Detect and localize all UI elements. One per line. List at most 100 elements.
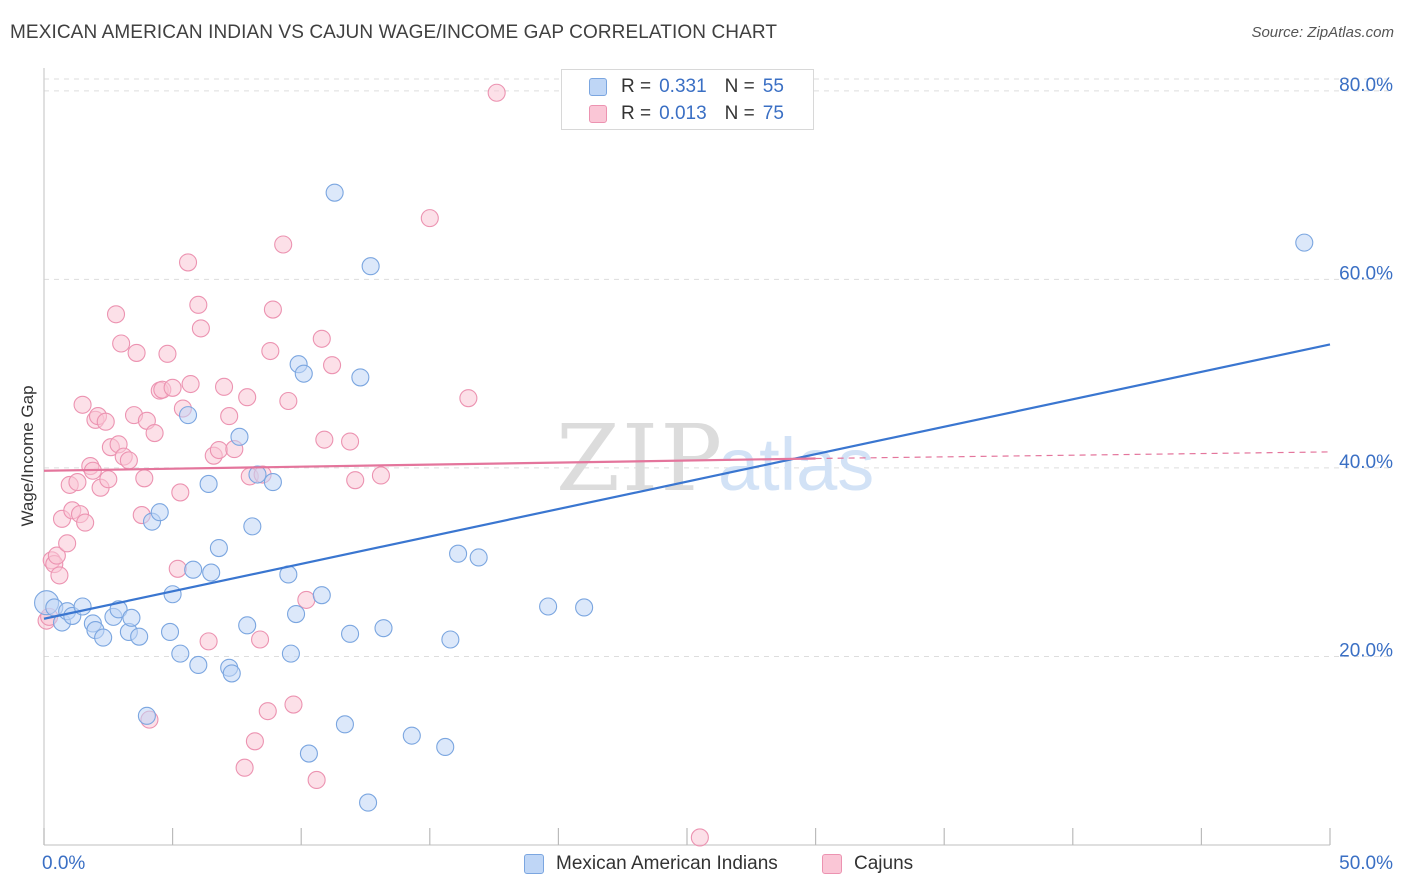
cajun-point [47,546,66,565]
cajun-point [209,440,228,460]
mexican-american-indian-point [575,598,594,617]
cajun-point [119,451,138,470]
n-value: 75 [762,103,784,124]
mexican-american-indian-point [122,608,141,627]
x-tick-label: 0.0% [42,853,85,874]
mexican-american-indian-point [230,427,249,446]
mexican-american-indian-point [312,586,331,605]
cajun-point [346,471,365,490]
mexican-american-indian-point [374,619,393,638]
cajun-point [181,374,200,394]
legend-label: Mexican American Indians [556,853,778,874]
pink-trend-line [43,457,816,472]
cajun-points [37,83,709,847]
mexican-american-indian-point [189,655,208,674]
cajun-point [99,470,118,489]
cajun-point [279,391,298,411]
mexican-american-indian-point [449,544,468,563]
mexican-american-indian-point [351,368,370,387]
cajun-point [341,432,360,451]
cajun-point [690,828,709,847]
mexican-american-indian-point [163,585,182,604]
mexican-american-indian-point [281,644,300,663]
chart-title: MEXICAN AMERICAN INDIAN VS CAJUN WAGE/IN… [10,22,778,43]
watermark-zip: ZIP [556,405,724,512]
mexican-american-indian-point [94,628,113,647]
mexican-american-indian-point [171,644,190,663]
cajun-point [191,319,210,338]
r-label: R = [621,103,652,124]
correlation-legend: R = 0.331 N = 55 R = 0.013 N = 75 [561,69,814,130]
mexican-american-indian-point [137,706,156,725]
cajun-point [371,466,390,485]
mexican-american-indian-point [199,474,218,494]
blue-swatch [589,78,607,96]
grid-lines [44,78,1392,657]
cajun-point [459,389,478,408]
cajun-point [420,209,439,228]
y-tick-label: 40.0% [1339,452,1393,473]
mexican-american-indian-point [243,517,262,536]
axes [43,68,1331,846]
cajun-point [323,356,342,375]
blue-swatch [524,854,544,874]
y-tick-label: 20.0% [1339,640,1393,661]
watermark: ZIP atlas [556,405,874,512]
cajun-point [171,483,190,502]
legend-item-mexican-american-indians[interactable]: Mexican American Indians [524,853,778,875]
mexican-american-indian-point [287,604,306,624]
tick-labels: 20.0% 40.0% 60.0% 80.0% 0.0% 50.0% [42,75,1393,874]
n-label: N = [724,103,755,124]
cajun-point [263,300,282,319]
cajun-point [112,334,131,353]
n-label: N = [724,76,755,97]
mexican-american-indian-point [178,406,198,425]
watermark-atlas: atlas [718,423,874,506]
cajun-point [261,341,280,361]
cajun-point [238,388,257,407]
y-tick-label: 60.0% [1339,263,1393,284]
mexican-american-indian-point [469,548,488,567]
cajun-point [50,566,69,585]
cajun-point [487,83,506,102]
mexican-american-indian-point [341,624,360,643]
n-value: 55 [762,76,784,97]
mexican-american-indian-point [238,616,257,635]
cajun-point [189,295,208,314]
cajun-point [158,344,177,363]
mexican-american-indian-point [441,630,460,649]
mexican-american-indian-point [222,664,241,683]
cajun-point [297,590,316,609]
mexican-american-indian-point [402,726,421,745]
cajun-point [235,758,254,777]
mexican-american-indian-point [361,257,380,276]
mexican-american-indian-point [299,744,318,763]
mexican-american-indian-point [325,183,344,202]
mexican-american-indian-point [184,560,203,579]
mexican-american-indian-point [150,503,169,522]
cajun-point [250,630,270,649]
cajun-point [163,378,182,397]
cajun-point [199,632,218,651]
cajun-point [168,559,187,578]
cajun-point [68,473,87,492]
legend-row-pink: R = 0.013 N = 75 [589,102,784,126]
y-tick-label: 80.0% [1339,75,1393,96]
mexican-american-indian-point [202,563,221,582]
mexican-american-indian-point [160,622,180,642]
cajun-point [258,702,277,721]
blue-trend-line [43,343,1331,620]
mexican-american-indian-point [248,465,267,484]
cajun-point [245,732,264,751]
cajun-point [96,412,115,431]
legend-item-cajuns[interactable]: Cajuns [822,853,913,875]
pink-swatch [822,854,842,874]
legend-label: Cajuns [854,853,914,874]
cajun-point [178,253,198,272]
legend-row-blue: R = 0.331 N = 55 [589,75,784,99]
cajun-point [274,235,293,254]
cajun-point [106,305,126,324]
cajun-point [76,513,95,532]
cajun-point [307,770,326,790]
